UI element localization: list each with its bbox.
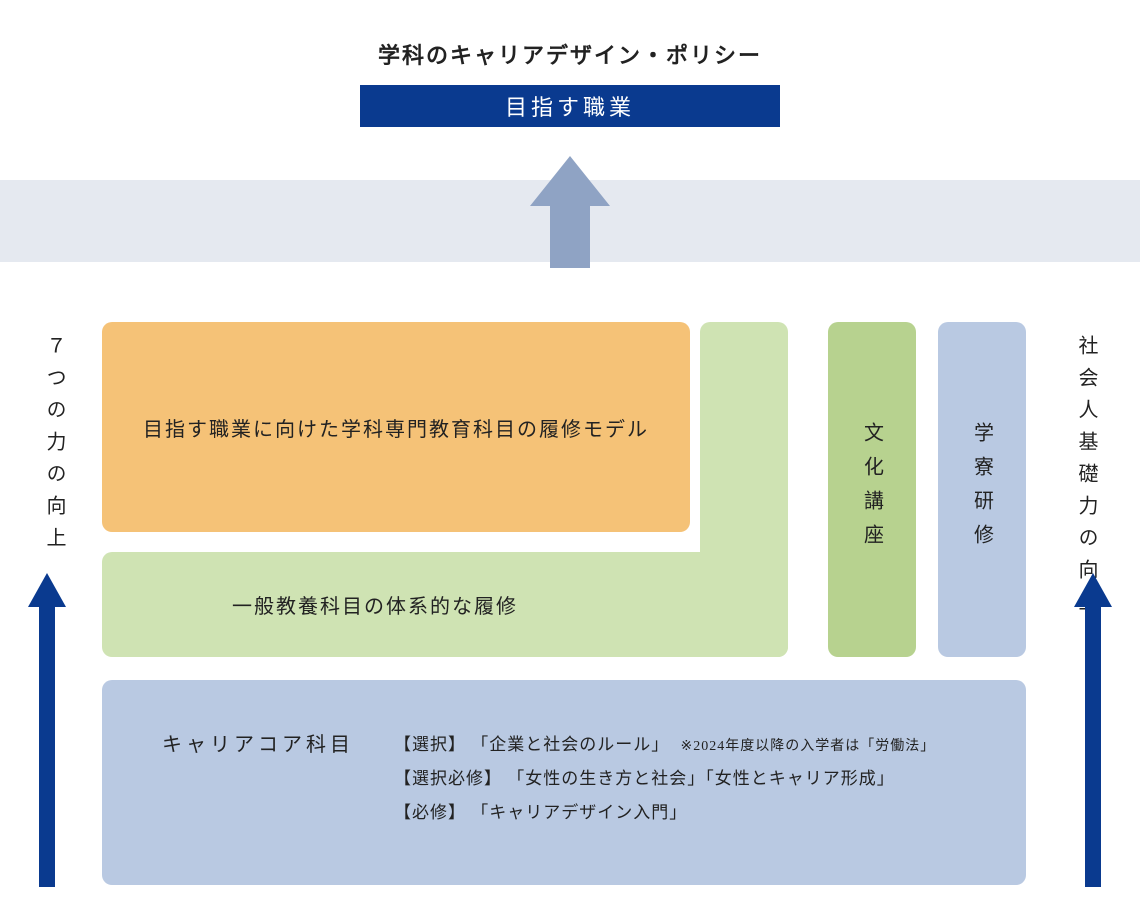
career-core-box: キャリアコア科目 【選択】 「企業と社会のルール」 ※2024年度以降の入学者は… (102, 680, 1026, 885)
culture-course-label: 文化講座 (858, 422, 887, 558)
arrow-head (530, 156, 610, 268)
dorm-training-column: 学寮研修 (938, 322, 1026, 657)
left-vertical-label: ７つの力の向上 (38, 335, 70, 559)
core-line-3-text: 「キャリアデザイン入門」 (471, 803, 687, 822)
core-line-1-text: 「企業と社会のルール」 (471, 735, 669, 754)
left-up-arrow-icon (28, 573, 66, 887)
core-line-2: 【選択必修】 「女性の生き方と社会」「女性とキャリア形成」 (394, 762, 935, 796)
target-occupation-banner: 目指す職業 (360, 85, 780, 127)
career-core-title: キャリアコア科目 (162, 728, 354, 757)
right-up-arrow-icon (1074, 573, 1112, 887)
core-line-2-tag: 【選択必修】 (394, 769, 502, 788)
core-line-1: 【選択】 「企業と社会のルール」 ※2024年度以降の入学者は「労働法」 (394, 728, 935, 762)
core-line-1-tag: 【選択】 (394, 735, 466, 754)
page-title: 学科のキャリアデザイン・ポリシー (0, 0, 1140, 70)
career-core-lines: 【選択】 「企業と社会のルール」 ※2024年度以降の入学者は「労働法」 【選択… (394, 728, 935, 830)
core-line-3: 【必修】 「キャリアデザイン入門」 (394, 796, 935, 830)
core-line-2-text: 「女性の生き方と社会」「女性とキャリア形成」 (507, 769, 895, 788)
core-line-1-note: ※2024年度以降の入学者は「労働法」 (681, 739, 936, 754)
core-line-3-tag: 【必修】 (394, 803, 466, 822)
culture-course-column: 文化講座 (828, 322, 916, 657)
liberal-arts-row: 一般教養科目の体系的な履修 (102, 552, 788, 657)
up-arrow-icon (530, 156, 610, 268)
specialized-courses-box: 目指す職業に向けた学科専門教育科目の履修モデル (102, 322, 690, 532)
dorm-training-label: 学寮研修 (968, 422, 997, 558)
liberal-arts-label: 一般教養科目の体系的な履修 (232, 590, 518, 619)
specialized-courses-label: 目指す職業に向けた学科専門教育科目の履修モデル (143, 413, 649, 442)
